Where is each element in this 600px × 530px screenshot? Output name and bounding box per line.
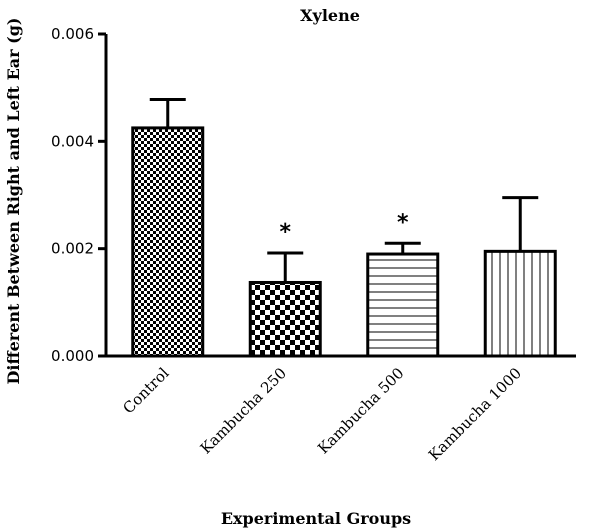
significance-marker: * [279, 220, 291, 245]
y-tick-label: 0.002 [51, 240, 94, 258]
x-tick-label: Kambucha 500 [314, 364, 407, 457]
x-axis-title: Experimental Groups [221, 509, 411, 528]
bars-layer: * * [131, 97, 557, 358]
y-tick-label: 0.000 [51, 347, 94, 365]
significance-marker: * [397, 210, 409, 235]
y-tick-label: 0.004 [51, 132, 94, 150]
y-tick-label: 0.006 [51, 25, 94, 43]
bar-kambucha-250 [248, 280, 322, 358]
x-tick-label: Kambucha 1000 [425, 364, 525, 464]
x-tick-label: Kambucha 250 [197, 364, 290, 457]
bar-kambucha-1000 [483, 249, 557, 358]
chart-title: Xylene [300, 6, 360, 25]
x-tick-label: Control [119, 364, 172, 417]
axes-layer: Control Kambucha 250 Kambucha 500 Kambucha … [51, 25, 576, 464]
y-axis-title: Different Between Right and Left Ear (g) [4, 18, 23, 385]
bar-kambucha-500 [366, 252, 440, 358]
bar-control [131, 126, 205, 358]
